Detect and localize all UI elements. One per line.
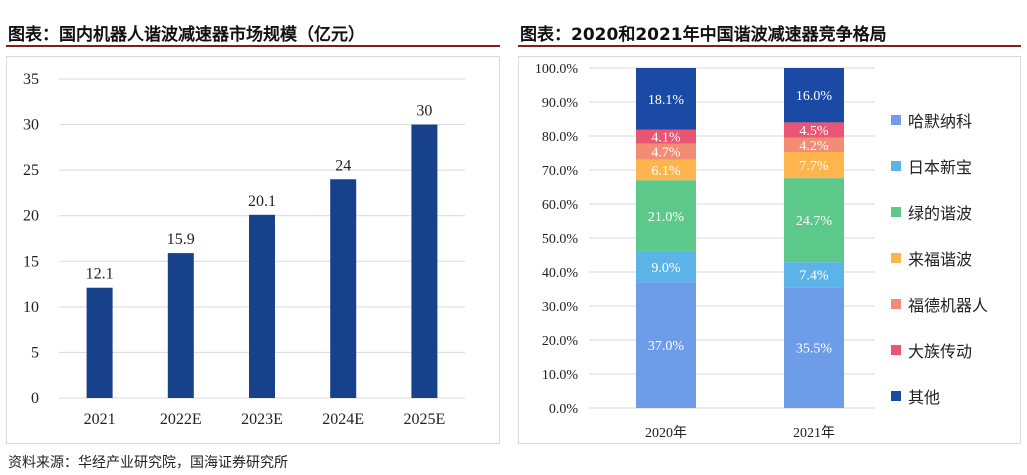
- legend-item: 日本新宝: [891, 143, 1019, 189]
- y-tick-label: 10: [23, 299, 39, 316]
- y-tick-label: 30.0%: [542, 300, 579, 315]
- right-title-rule: [518, 45, 1021, 47]
- bar-value-label: 15.9: [167, 231, 195, 248]
- legend-label: 福德机器人: [908, 296, 989, 315]
- source-note: 资料来源：华经产业研究院，国海证券研究所: [8, 455, 288, 471]
- stacked-bar-segment: [636, 159, 696, 181]
- competition-chart: 0.0% 10.0% 20.0% 30.0% 40.0% 50.0% 60.0% 70.0% 8…: [535, 62, 875, 441]
- bar: [249, 214, 275, 398]
- y-tick-label: 20: [23, 208, 39, 225]
- segment-value-label: 24.7%: [796, 214, 833, 229]
- right-chart-title: 图表：2020和2021年中国谐波减速器竞争格局: [520, 25, 887, 45]
- y-tick-label: 30: [23, 117, 39, 134]
- legend-swatch: [891, 115, 901, 125]
- bar: [86, 287, 113, 398]
- y-tick-label: 100.0%: [535, 62, 579, 77]
- y-tick-label: 80.0%: [542, 130, 579, 145]
- stacked-bar-segment: [636, 251, 696, 283]
- stacked-bar-segment: [784, 178, 844, 263]
- y-tick-label: 0: [31, 390, 39, 407]
- market-size-chart-panel: 0 5 10 15 20 25 30 35 12.1 2021 15.9 2022E 20.1 2023E…: [6, 56, 500, 444]
- y-tick-label: 0.0%: [549, 402, 579, 417]
- legend-swatch: [891, 207, 901, 217]
- bar-value-label: 20.1: [248, 193, 276, 210]
- segment-value-label: 4.1%: [651, 131, 681, 146]
- legend-swatch: [891, 253, 901, 263]
- legend-label: 大族传动: [908, 342, 973, 361]
- legend-swatch: [891, 161, 901, 171]
- y-tick-label: 60.0%: [542, 198, 579, 213]
- stacked-bar-segment: [636, 282, 696, 408]
- stacked-bar-segment: [784, 137, 844, 152]
- stacked-bar-segment: [784, 151, 844, 179]
- legend-swatch: [891, 345, 901, 355]
- stacked-bar-segment: [636, 68, 696, 130]
- segment-value-label: 37.0%: [648, 339, 685, 354]
- bar: [167, 253, 194, 398]
- legend-label: 哈默纳科: [908, 112, 973, 131]
- segment-value-label: 4.7%: [651, 145, 681, 160]
- segment-value-label: 7.4%: [799, 269, 829, 284]
- x-tick-label: 2022E: [160, 411, 202, 428]
- y-tick-label: 5: [31, 344, 39, 361]
- segment-value-label: 9.0%: [651, 261, 681, 276]
- y-tick-label: 50.0%: [542, 232, 579, 247]
- legend-item: 福德机器人: [891, 281, 1019, 327]
- segment-value-label: 6.1%: [651, 164, 681, 179]
- legend-label: 来福谐波: [908, 250, 973, 269]
- x-tick-label: 2021年: [793, 425, 835, 441]
- segment-value-label: 21.0%: [648, 210, 685, 225]
- stacked-bar-segment: [784, 262, 844, 288]
- segment-value-label: 16.0%: [796, 89, 833, 104]
- y-tick-label: 10.0%: [542, 368, 579, 383]
- y-tick-label: 40.0%: [542, 266, 579, 281]
- segment-value-label: 18.1%: [648, 93, 685, 108]
- legend-swatch: [891, 299, 901, 309]
- bar: [330, 179, 357, 398]
- stacked-bar-segment: [636, 143, 696, 160]
- segment-value-label: 35.5%: [796, 342, 833, 357]
- legend-swatch: [891, 391, 901, 401]
- left-chart-title: 图表：国内机器人谐波减速器市场规模（亿元）: [8, 25, 365, 45]
- x-tick-label: 2021: [84, 411, 116, 428]
- left-title-rule: [6, 45, 500, 47]
- stacked-bar-segment: [784, 122, 844, 138]
- y-tick-label: 15: [23, 253, 39, 270]
- legend-label: 绿的谐波: [908, 204, 973, 223]
- bar: [411, 124, 438, 399]
- legend-item: 哈默纳科: [891, 97, 1019, 143]
- segment-value-label: 7.7%: [799, 159, 829, 174]
- bar-value-label: 24: [335, 157, 351, 174]
- competition-legend: 哈默纳科日本新宝绿的谐波来福谐波福德机器人大族传动其他: [891, 97, 1019, 419]
- segment-value-label: 4.2%: [799, 139, 829, 154]
- legend-item: 大族传动: [891, 327, 1019, 373]
- market-size-chart: 0 5 10 15 20 25 30 35 12.1 2021 15.9 2022E 20.1 2023E…: [23, 71, 465, 428]
- stacked-bar-segment: [784, 68, 844, 123]
- segment-value-label: 4.5%: [799, 124, 829, 139]
- y-tick-label: 90.0%: [542, 96, 579, 111]
- legend-item: 来福谐波: [891, 235, 1019, 281]
- legend-item: 绿的谐波: [891, 189, 1019, 235]
- y-tick-label: 20.0%: [542, 334, 579, 349]
- stacked-bar-segment: [636, 180, 696, 252]
- competition-chart-panel: 0.0% 10.0% 20.0% 30.0% 40.0% 50.0% 60.0% 70.0% 8…: [518, 56, 1021, 444]
- x-tick-label: 2024E: [322, 411, 364, 428]
- y-tick-label: 35: [23, 71, 39, 88]
- legend-label: 日本新宝: [908, 158, 973, 177]
- bar-value-label: 12.1: [86, 266, 114, 283]
- legend-item: 其他: [891, 373, 1019, 419]
- x-tick-label: 2023E: [241, 411, 283, 428]
- y-tick-label: 70.0%: [542, 164, 579, 179]
- stacked-bar-segment: [636, 129, 696, 144]
- x-tick-label: 2020年: [645, 425, 687, 441]
- x-tick-label: 2025E: [404, 411, 446, 428]
- bar-value-label: 30: [416, 103, 432, 120]
- y-tick-label: 25: [23, 162, 39, 179]
- stacked-bar-segment: [784, 287, 844, 408]
- legend-label: 其他: [908, 388, 941, 407]
